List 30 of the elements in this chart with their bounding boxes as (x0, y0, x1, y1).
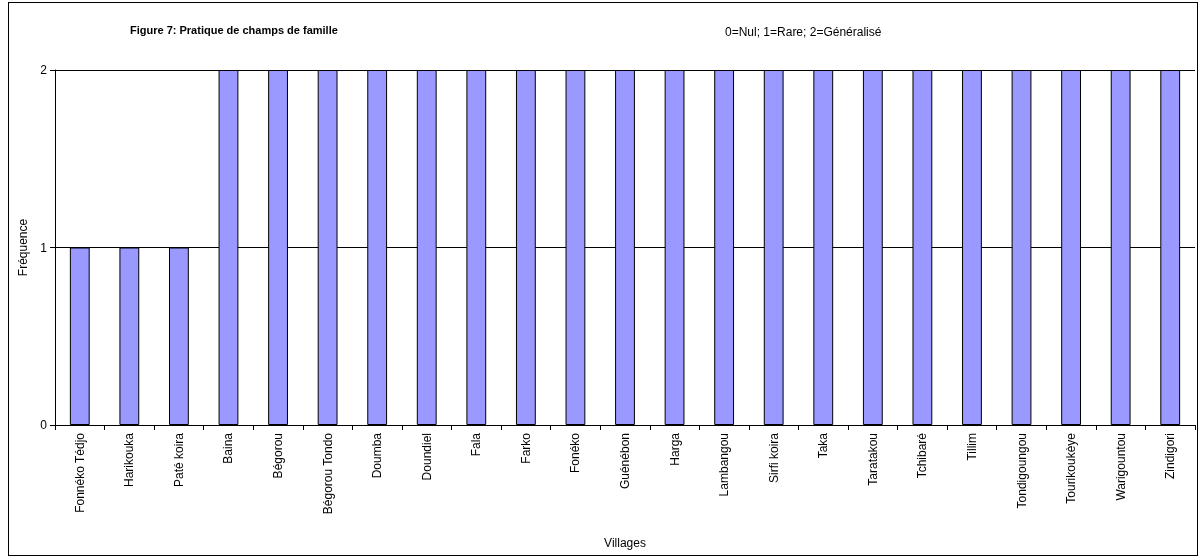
chart-title: Figure 7: Pratique de champs de famille (130, 23, 338, 36)
x-tick-label: Taka (816, 432, 831, 459)
x-tick-label: Sirfi koira (766, 432, 781, 484)
y-tick-label: 1 (40, 240, 48, 255)
x-tick-label: Baina (221, 432, 236, 464)
text: 0=Nul; 1=Rare; 2=Généralisé (725, 25, 882, 39)
x-tick-label: Tchibaré (915, 432, 930, 479)
x-tick-label: Fala (469, 432, 484, 457)
x-tick-label: Tillim (964, 433, 979, 461)
y-tick-label: 0 (40, 418, 48, 432)
x-tick-label: Farko (518, 432, 533, 464)
x-tick-label: Doundiel (419, 433, 434, 481)
y-tick-label: 2 (40, 63, 48, 77)
x-tick-label: Fonéko (568, 432, 583, 474)
x-tick-label: Paté koira (171, 432, 186, 488)
x-tick-label: Tourikoukèye (1064, 432, 1079, 504)
x-tick-label: Tondigoungou (1014, 433, 1029, 509)
x-tick-label: Guénébon (618, 433, 632, 490)
x-tick-label: Bégorou Tondo (320, 432, 335, 515)
x-tick-label: Warigountou (1113, 433, 1128, 501)
x-tick-label: Doumba (370, 432, 385, 479)
x-tick-label: Bégorou (271, 433, 286, 479)
x-tick-label: Fonnéko Tédjo (72, 432, 87, 513)
x-tick-label: Harikouka (122, 432, 137, 488)
y-axis-title: Fréquence (16, 218, 30, 277)
x-axis-title: Villages (604, 536, 646, 550)
x-tick-label: Lambangou (717, 433, 732, 497)
x-tick-label: Zindigori (1163, 433, 1178, 480)
x-tick-label: Taratakou (865, 433, 880, 486)
x-tick-label: Harga (667, 432, 682, 466)
